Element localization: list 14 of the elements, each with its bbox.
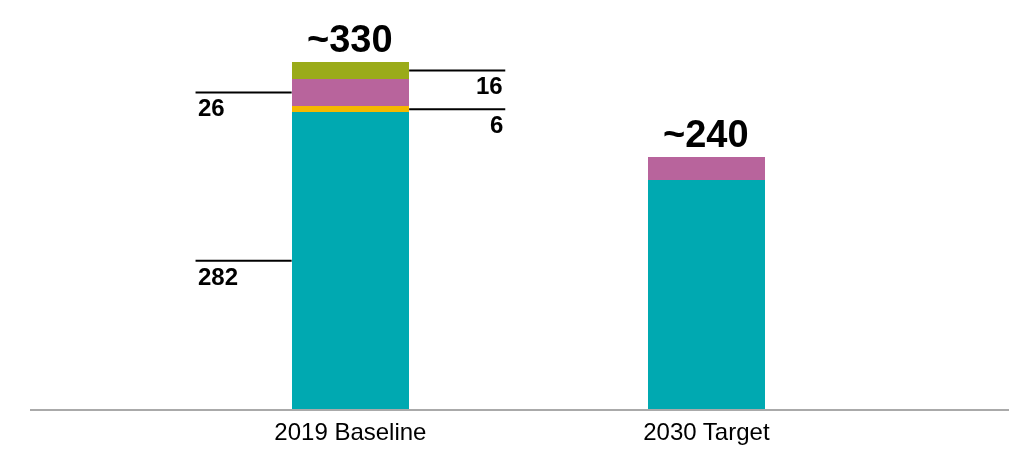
x-tick-label: 2019 Baseline [274, 417, 427, 445]
bar [292, 112, 409, 409]
bar [648, 157, 765, 180]
data-label: 16 [476, 72, 503, 99]
total-label: ~240 [663, 113, 749, 155]
bar [292, 62, 409, 79]
data-label: 6 [490, 111, 504, 138]
total-label: ~330 [307, 18, 393, 60]
x-tick-label: 2030 Target [643, 417, 770, 445]
bar [648, 180, 765, 409]
bar [292, 106, 409, 112]
data-label: 282 [198, 263, 239, 290]
data-label: 26 [198, 94, 225, 121]
bar [292, 79, 409, 106]
